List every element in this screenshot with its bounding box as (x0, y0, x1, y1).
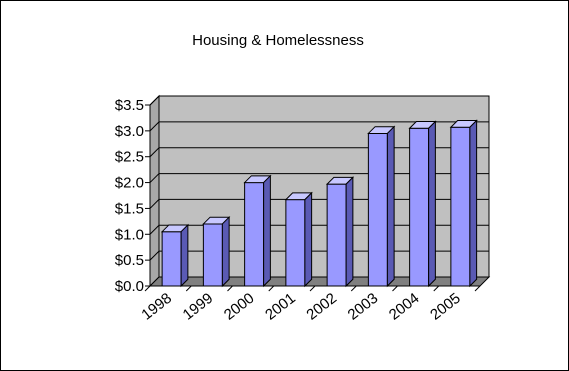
bar-side (428, 120, 436, 288)
x-tick-mark (433, 285, 440, 292)
bar-side (263, 174, 271, 288)
bar-side (386, 125, 395, 288)
bar-front (244, 182, 265, 287)
bar (243, 174, 272, 288)
bar (202, 215, 231, 288)
bar (408, 120, 437, 288)
bar-side (304, 191, 313, 288)
bar-side (221, 215, 230, 288)
bar-front (367, 132, 388, 287)
chart-title: Housing & Homelessness (192, 32, 364, 49)
bars (160, 119, 478, 288)
x-tick-mark (227, 285, 233, 292)
bar-front (450, 126, 471, 287)
x-tick-mark (309, 285, 316, 292)
y-tick-label: $2.5 (115, 149, 144, 166)
x-tick-mark (185, 285, 192, 292)
bar-front (161, 231, 182, 287)
axes (144, 104, 481, 292)
y-tick-labels: $0.0 $0.5 $1.0 $1.5 $2.0 $2.5 $3.0 $3.5 (115, 97, 144, 295)
y-tick-label: $3.0 (115, 123, 144, 140)
plot-walls (148, 94, 491, 288)
y-tick-label: $0.5 (115, 252, 144, 269)
y-tick-label: $3.5 (115, 97, 144, 114)
bar (160, 223, 190, 288)
bar-side (180, 223, 189, 288)
bar-side (469, 119, 478, 288)
x-tick-mark (350, 285, 357, 292)
bar-front (285, 199, 306, 287)
bar-front (409, 127, 430, 287)
y-tick-label: $1.5 (115, 200, 144, 217)
bar-front (202, 223, 223, 287)
bar (449, 119, 478, 288)
floor (148, 276, 491, 287)
x-tick-mark (474, 285, 481, 292)
bar-side (345, 176, 354, 288)
y-tick-label: $2.0 (115, 175, 144, 192)
bar (284, 191, 313, 288)
side-wall (149, 94, 160, 288)
y-tick-label: $1.0 (115, 226, 144, 243)
x-tick-mark (392, 285, 398, 292)
bar (367, 125, 396, 288)
bar (325, 176, 355, 288)
bar-front (326, 183, 347, 287)
gridline (149, 95, 489, 106)
gridline (149, 121, 489, 132)
y-tick-label: $0.0 (115, 278, 144, 295)
x-tick-mark (268, 285, 275, 292)
x-tick-mark (144, 285, 151, 292)
